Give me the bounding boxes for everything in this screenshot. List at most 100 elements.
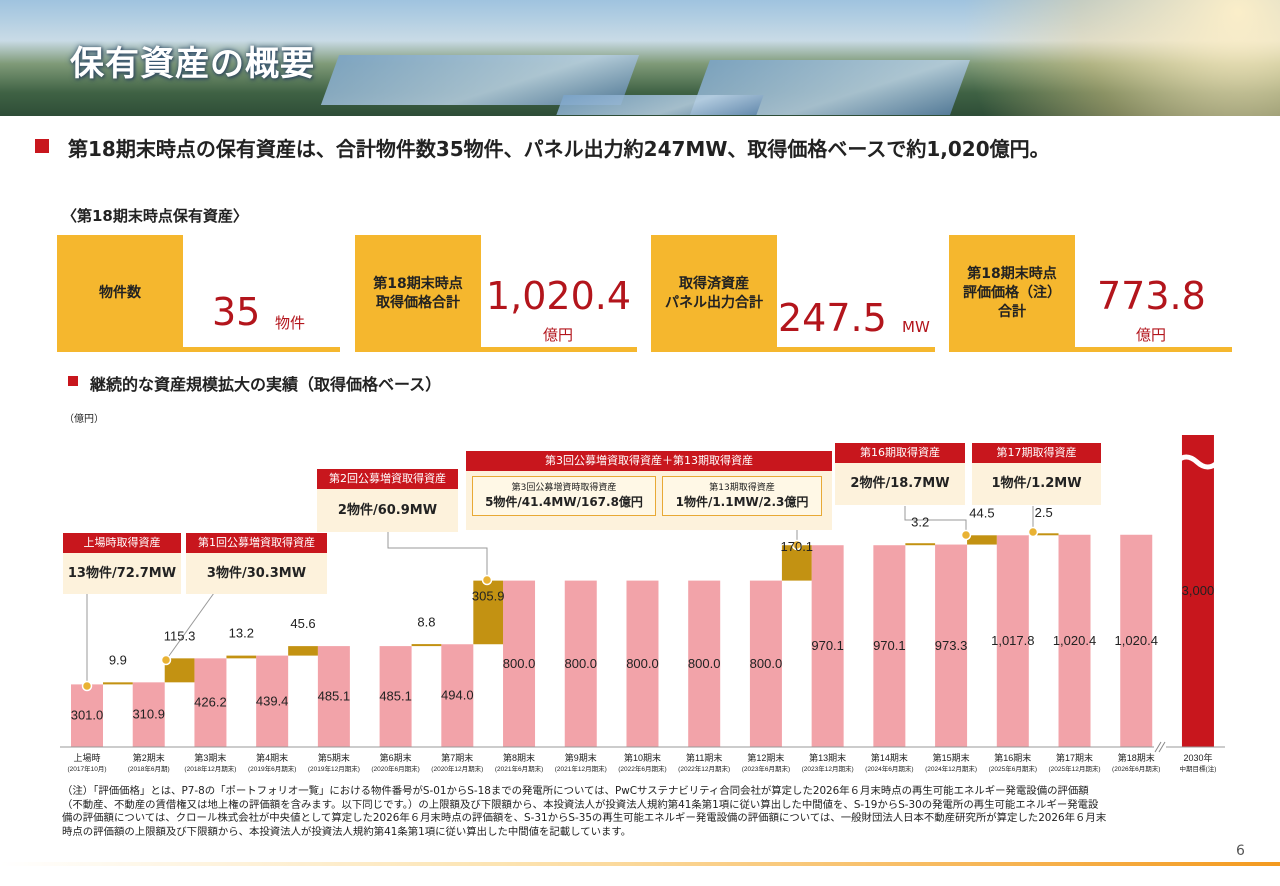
x-tick-sublabel: (2026年6月期末) <box>1112 764 1160 773</box>
kpi-unit: 億円 <box>543 326 574 344</box>
value-label: 970.1 <box>873 638 906 653</box>
x-tick-sublabel: 中期目標(注) <box>1180 764 1217 773</box>
kpi-label: 第18期末時点 評価価格（注） 合計 <box>949 235 1075 352</box>
kpi-value: 35 <box>212 290 261 334</box>
leader-line <box>904 506 967 535</box>
increment-label: 9.9 <box>109 652 127 667</box>
increment-label: 170.1 <box>781 539 814 554</box>
kpi-underline <box>183 347 340 352</box>
callout-text: 2物件/18.7MW <box>835 463 965 505</box>
increment-label: 115.3 <box>164 628 196 643</box>
axis-break <box>1154 740 1166 754</box>
x-tick-sublabel: (2023年12月期末) <box>802 764 854 773</box>
x-tick-sublabel: (2017年10月) <box>67 764 106 773</box>
x-tick-sublabel: (2018年6月期) <box>128 764 170 773</box>
increment-label: 3.2 <box>911 515 929 530</box>
x-tick-label: 第8期末 <box>503 752 535 763</box>
x-tick-sublabel: (2023年6月期末) <box>742 764 790 773</box>
callout-text: 3物件/30.3MW <box>186 553 327 594</box>
bar <box>996 535 1029 747</box>
value-label: 1,020.4 <box>1053 633 1096 648</box>
value-label: 485.1 <box>379 689 412 704</box>
callout-text: 1物件/1.2MW <box>972 463 1101 505</box>
increment-bar <box>781 545 812 581</box>
increment-label: 13.2 <box>229 626 254 641</box>
increment-bar <box>288 646 318 656</box>
x-tick-sublabel: (2022年6月期末) <box>618 764 666 773</box>
x-tick-label: 第6期末 <box>380 752 412 763</box>
sub-text: 5物件/41.4MW/167.8億円 <box>485 495 643 509</box>
x-tick-sublabel: (2025年6月期末) <box>989 764 1037 773</box>
kpi-unit: 億円 <box>1136 326 1167 344</box>
x-tick-label: 第11期末 <box>686 752 722 763</box>
value-label: 800.0 <box>688 656 721 671</box>
callout-title: 第2回公募増資取得資産 <box>317 469 458 489</box>
callout-title: 第16期取得資産 <box>835 443 965 463</box>
sub-title: 第3回公募増資時取得資産 <box>511 483 617 493</box>
x-tick-sublabel: (2024年6月期末) <box>865 764 913 773</box>
page-title: 保有資産の概要 <box>70 44 315 84</box>
sub-text: 1物件/1.1MW/2.3億円 <box>675 495 809 509</box>
value-label: 800.0 <box>564 656 597 671</box>
increment-bar <box>905 543 936 546</box>
x-tick-label: 上場時 <box>73 752 100 763</box>
footnote-line: 時点の評価額の上限額及び下限額から、本投資法人が投資法人規約第41条第1項に従い… <box>62 825 632 838</box>
callout: 第16期取得資産 2物件/18.7MW <box>835 443 965 505</box>
bar <box>503 580 536 747</box>
value-label: 800.0 <box>750 656 783 671</box>
kpi-value: 773.8 <box>1097 274 1206 318</box>
value-label: 301.0 <box>71 708 104 723</box>
bar <box>71 684 103 747</box>
bar <box>379 646 412 747</box>
x-tick-label: 第5期末 <box>318 752 350 763</box>
increment-label: 44.5 <box>969 505 994 520</box>
callout-title: 第1回公募増資取得資産 <box>186 533 327 553</box>
increment-label: 2.5 <box>1035 505 1053 520</box>
value-label: 485.1 <box>318 689 351 704</box>
value-label: 3,000 <box>1182 583 1215 598</box>
x-tick-label: 第18期末 <box>1118 752 1155 763</box>
x-tick-sublabel: (2025年12月期末) <box>1049 764 1101 773</box>
bar <box>317 646 350 747</box>
value-label: 973.3 <box>935 638 968 653</box>
increment-label: 45.6 <box>290 616 315 631</box>
x-tick-sublabel: (2019年12月期末) <box>308 764 360 773</box>
value-label: 970.1 <box>811 638 844 653</box>
kpi-unit: 物件 <box>275 314 306 332</box>
value-label: 310.9 <box>132 707 165 722</box>
value-label: 494.0 <box>441 688 474 703</box>
x-tick-label: 第10期末 <box>624 752 661 763</box>
x-tick-sublabel: (2021年12月期末) <box>555 764 607 773</box>
bottom-rule <box>0 862 1280 866</box>
increment-bar <box>967 535 997 545</box>
bar <box>564 580 597 747</box>
marker-dot <box>481 574 493 586</box>
leader-line <box>165 592 215 661</box>
bar-break <box>1174 454 1220 470</box>
value-label: 1,017.8 <box>991 633 1034 648</box>
marker-dot <box>960 529 972 541</box>
bar <box>688 580 721 747</box>
kpi-label: 取得済資産 パネル出力合計 <box>651 235 777 352</box>
x-tick-label: 第4期末 <box>256 752 288 763</box>
sub-box: 第13期取得資産 1物件/1.1MW/2.3億円 <box>662 476 822 516</box>
callout-title: 上場時取得資産 <box>63 533 181 553</box>
footnote: （注）「評価価格」とは、P7-8の「ポートフォリオ一覧」における物件番号がS-0… <box>62 785 1106 839</box>
increment-bar <box>473 580 504 645</box>
increment-bar <box>226 655 257 659</box>
marker-dot <box>791 539 803 551</box>
callout-title: 第17期取得資産 <box>972 443 1101 463</box>
x-tick-sublabel: (2020年12月期末) <box>431 764 483 773</box>
bar <box>1120 534 1153 747</box>
x-tick-label: 第2期末 <box>133 752 165 763</box>
kpi-label: 物件数 <box>57 235 183 352</box>
x-tick-label: 第13期末 <box>809 752 846 763</box>
x-tick-label: 第7期末 <box>441 752 473 763</box>
value-label: 426.2 <box>194 695 227 710</box>
marker-dot <box>81 680 93 692</box>
footnote-line: （注）「評価価格」とは、P7-8の「ポートフォリオ一覧」における物件番号がS-0… <box>62 785 1089 797</box>
bar <box>1058 534 1091 747</box>
x-tick-label: 第14期末 <box>871 752 908 763</box>
increment-bar <box>411 644 442 647</box>
